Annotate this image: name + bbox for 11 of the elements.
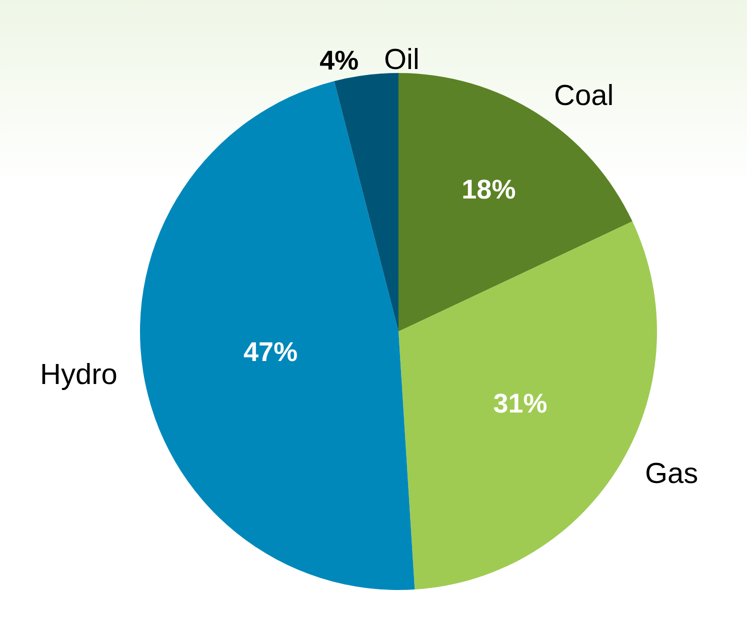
slice-label: Oil [384,44,420,76]
pie-slice [334,73,398,332]
data-label: 47% [244,336,298,367]
data-label: 4% [320,45,359,76]
slice-label: Gas [645,458,698,490]
data-label: 31% [493,388,548,419]
data-label: 18% [462,174,516,204]
slice-label: Coal [554,80,614,112]
slice-label: Hydro [40,359,118,391]
pie-slice [398,73,632,332]
pie-slice [140,81,415,590]
